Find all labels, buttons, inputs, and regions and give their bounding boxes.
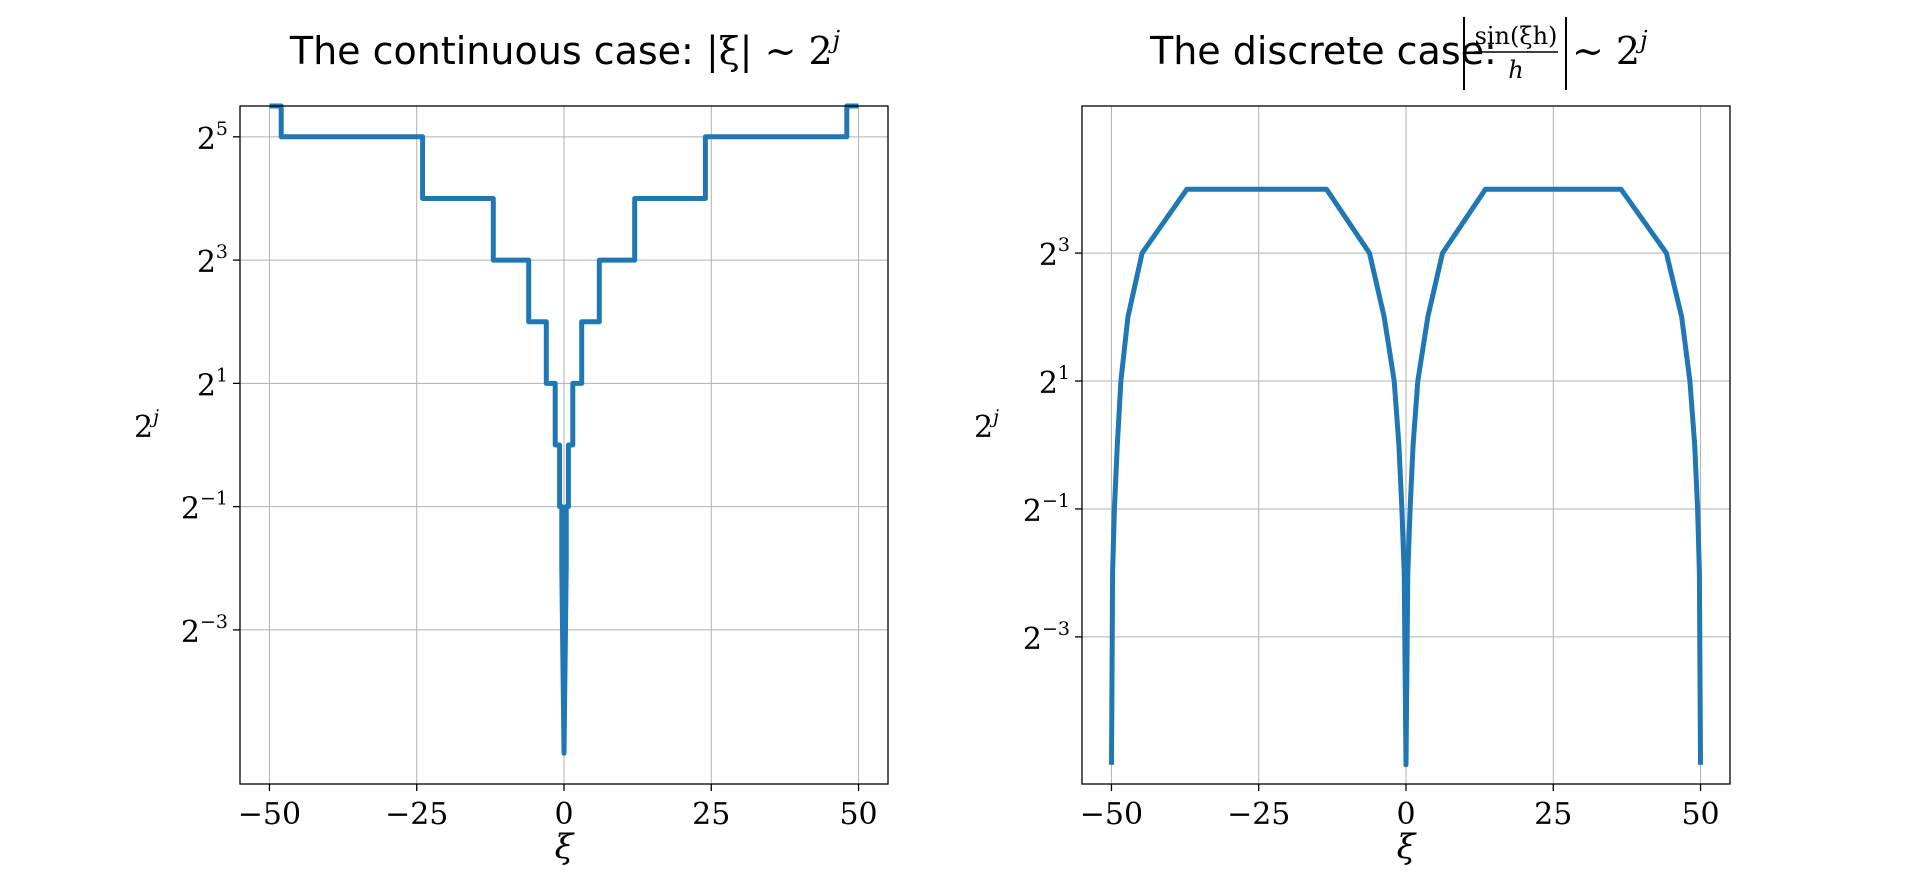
left-chart-x-axis-label: ξ <box>555 827 576 867</box>
right-chart-panel: The discrete case: sin(ξh) h ∼ 2j −50 −25… <box>974 17 1731 867</box>
right-chart-x-ticks: −50 −25 0 25 50 <box>1080 784 1720 832</box>
left-chart-x-tick-label: −25 <box>385 797 448 832</box>
right-chart-y-axis-label: 2j <box>974 406 999 445</box>
left-chart-y-tick-label: 2−1 <box>181 488 228 527</box>
right-chart-y-tick-label: 2−3 <box>1023 618 1070 657</box>
right-chart-x-tick-label: −50 <box>1080 797 1143 832</box>
right-chart-x-tick-label: 25 <box>1534 797 1572 832</box>
right-chart-series <box>1109 186 1703 768</box>
right-chart-y-tick-label: 23 <box>1039 234 1070 273</box>
left-chart-x-tick-label: 25 <box>692 797 730 832</box>
left-chart-y-tick-label: 25 <box>197 118 228 157</box>
left-chart-series <box>269 103 859 756</box>
left-chart-title: The continuous case: |ξ| ∼ 2j <box>289 26 841 73</box>
left-chart-y-tick-label: 23 <box>197 241 228 280</box>
left-chart-x-tick-label: 50 <box>839 797 877 832</box>
left-chart-y-ticks: 2−3 2−1 21 23 25 <box>181 118 240 650</box>
left-chart-y-axis-label: 2j <box>134 406 159 445</box>
right-chart-title: The discrete case: <box>1149 29 1497 73</box>
right-chart-y-tick-label: 21 <box>1039 362 1070 401</box>
right-chart-y-tick-label: 2−1 <box>1023 490 1070 529</box>
right-title-fraction-denominator: h <box>1508 56 1523 84</box>
right-chart-series-line <box>1109 186 1703 768</box>
right-chart-y-ticks: 2−3 2−1 21 23 <box>1023 234 1082 657</box>
right-chart-x-tick-label: 50 <box>1681 797 1719 832</box>
left-chart-x-tick-label: −50 <box>238 797 301 832</box>
left-chart-x-ticks: −50 −25 0 25 50 <box>238 784 878 832</box>
right-title-fraction-numerator: sin(ξh) <box>1475 22 1558 50</box>
right-title-rhs: ∼ 2j <box>1572 26 1648 73</box>
left-chart-x-tick-label: 0 <box>554 797 573 832</box>
right-chart-x-tick-label: 0 <box>1396 797 1415 832</box>
left-chart-y-tick-label: 2−3 <box>181 611 228 650</box>
left-chart-panel: The continuous case: |ξ| ∼ 2j −50 −25 0 25 5… <box>134 26 889 867</box>
left-chart-y-tick-label: 21 <box>197 364 228 403</box>
left-chart-series-line <box>269 103 859 756</box>
right-chart-x-tick-label: −25 <box>1227 797 1290 832</box>
right-chart-x-axis-label: ξ <box>1397 827 1418 867</box>
